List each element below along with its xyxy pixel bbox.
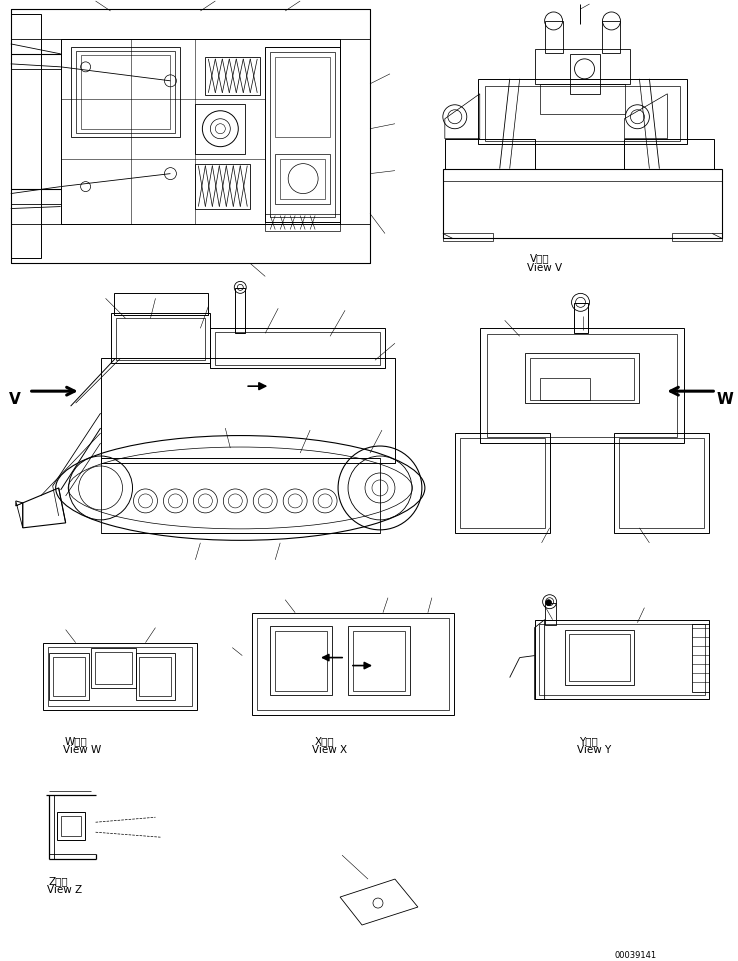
Bar [52,657,85,697]
Bar [275,155,330,205]
Bar [196,105,245,155]
Bar [445,139,534,169]
Bar [443,169,723,239]
Bar [94,652,131,684]
Text: Z　視: Z 視 [49,875,69,885]
Bar [111,314,210,364]
Bar [270,626,332,696]
Bar [530,358,635,401]
Bar [258,618,449,711]
Bar [80,56,170,130]
Bar [615,433,709,533]
Bar [545,604,556,625]
Text: V: V [9,392,21,407]
Bar [11,224,370,264]
Text: Y　視: Y 視 [579,736,599,746]
Bar [539,379,590,401]
Circle shape [545,600,551,606]
Bar [71,48,180,137]
Bar [573,304,587,333]
Bar [136,653,176,701]
Bar [205,58,261,96]
Bar [672,234,723,242]
Bar [11,15,41,259]
Bar [443,234,493,242]
Text: W　視: W 視 [65,736,87,746]
Bar [196,164,250,209]
Text: X　視: X 視 [315,736,335,746]
Bar [275,631,327,691]
Bar [139,657,171,697]
Text: V　視: V 視 [530,253,549,263]
Bar [252,613,454,716]
Bar [57,812,85,840]
Bar [539,624,706,696]
Bar [619,438,704,529]
Bar [11,10,370,264]
Bar [353,631,405,691]
Bar [570,55,599,95]
Bar [48,647,193,706]
Bar [91,648,136,688]
Bar [270,53,335,217]
Bar [477,80,687,144]
Bar [61,39,340,224]
Text: W: W [717,392,733,407]
Bar [624,139,714,169]
Text: View Y: View Y [576,745,611,754]
Bar [534,620,709,700]
Text: View X: View X [312,745,348,754]
Text: View V: View V [527,263,562,273]
Bar [49,653,89,701]
Bar [460,438,545,529]
Bar [568,634,630,680]
Bar [275,58,330,137]
Bar [485,86,680,141]
Bar [114,294,208,316]
Bar [692,624,709,692]
Bar [455,433,550,533]
Bar [75,52,176,134]
Bar [61,817,80,836]
Bar [43,643,197,711]
Bar [100,358,395,463]
Bar [116,319,205,360]
Bar [348,626,410,696]
Text: View W: View W [63,745,101,754]
Bar [215,333,380,366]
Bar [100,458,380,533]
Text: View Z: View Z [46,884,82,894]
Bar [210,329,385,369]
Bar [235,289,245,333]
Bar [265,48,340,222]
Bar [565,630,635,685]
Bar [11,10,370,39]
Bar [280,160,325,199]
Bar [265,214,340,233]
Bar [480,329,684,444]
Bar [539,85,625,114]
Bar [545,22,562,54]
Bar [525,354,639,404]
Bar [602,22,621,54]
Bar [534,50,630,85]
Bar [487,335,677,437]
Text: 00039141: 00039141 [615,950,657,959]
